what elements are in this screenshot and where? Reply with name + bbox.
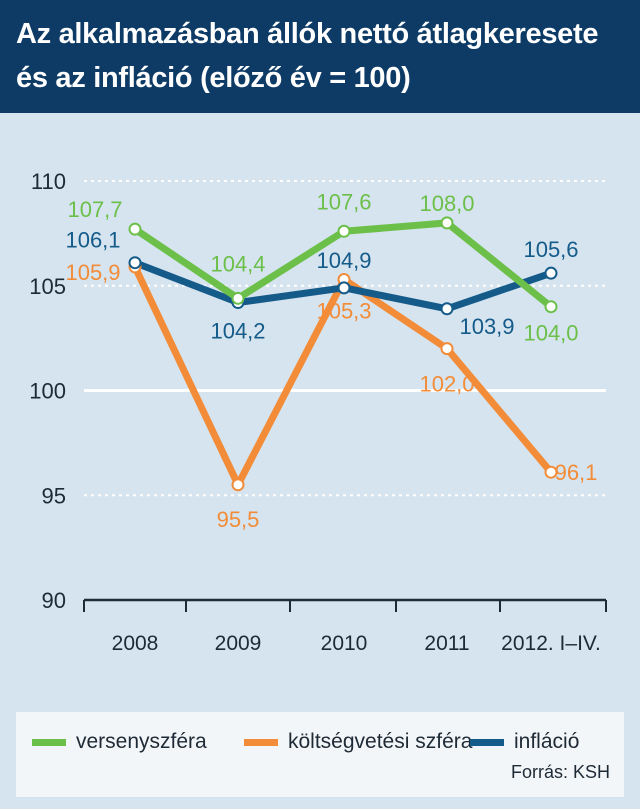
- data-label: 102,0: [419, 372, 474, 397]
- x-tick-label: 2010: [321, 632, 368, 655]
- data-point: [337, 224, 351, 238]
- data-point: [128, 256, 142, 270]
- data-label: 107,7: [67, 197, 122, 222]
- y-tick-label: 95: [42, 483, 66, 508]
- data-label: 108,0: [419, 191, 474, 216]
- data-point: [440, 216, 454, 230]
- data-point: [128, 222, 142, 236]
- data-label: 104,2: [210, 319, 265, 344]
- data-point: [544, 266, 558, 280]
- data-point: [337, 281, 351, 295]
- legend-item-koltsegvetesi: költségvetési szféra: [244, 728, 472, 756]
- data-point: [440, 342, 454, 356]
- legend-label: versenyszféra: [76, 730, 207, 753]
- legend-swatch-koltsegvetesi: [244, 738, 278, 746]
- x-tick-label: 2012. I–IV.: [501, 632, 601, 655]
- chart-title-line2: és az infláció (előző év = 100): [16, 62, 411, 94]
- data-point: [440, 302, 454, 316]
- legend-label: infláció: [514, 730, 580, 753]
- source-note: Forrás: KSH: [510, 762, 610, 782]
- data-label: 104,9: [316, 248, 371, 273]
- y-tick-label: 105: [29, 274, 66, 299]
- legend-swatch-versenyszfera: [32, 738, 66, 746]
- data-label: 107,6: [316, 189, 371, 214]
- data-label: 105,3: [316, 298, 371, 323]
- data-point: [231, 478, 245, 492]
- legend-item-inflacio: infláció: [470, 728, 579, 756]
- legend-item-versenyszfera: versenyszféra: [32, 728, 207, 756]
- data-label: 103,9: [459, 314, 514, 339]
- title-bar: Az alkalmazásban állók nettó átlagkerese…: [0, 0, 640, 113]
- legend: versenyszféra költségvetési szféra inflá…: [16, 712, 624, 797]
- legend-label: költségvetési szféra: [288, 730, 473, 753]
- data-point: [544, 300, 558, 314]
- data-label: 96,1: [555, 460, 598, 485]
- y-tick-label: 100: [29, 379, 66, 404]
- data-label: 105,6: [523, 237, 578, 262]
- x-tick-label: 2009: [215, 632, 262, 655]
- data-label: 104,4: [210, 251, 265, 276]
- data-point: [231, 291, 245, 305]
- data-label: 95,5: [217, 507, 260, 532]
- x-tick-label: 2008: [112, 632, 159, 655]
- data-point: [544, 465, 558, 479]
- line-chart: 90 95 100 105 110 2008 2009 2010 2011 2012. I–IV.…: [29, 169, 607, 655]
- y-tick-label: 90: [42, 588, 66, 613]
- chart-title-line1: Az alkalmazásban állók nettó átlagkerese…: [16, 18, 599, 50]
- x-tick-label: 2011: [424, 632, 469, 655]
- data-label: 104,0: [523, 321, 578, 346]
- legend-swatch-inflacio: [470, 738, 504, 746]
- data-label: 105,9: [65, 260, 120, 285]
- data-label: 106,1: [65, 228, 120, 253]
- chart-area: 90 95 100 105 110 2008 2009 2010 2011 2012. I–IV.…: [0, 113, 640, 690]
- y-tick-label: 110: [31, 169, 66, 194]
